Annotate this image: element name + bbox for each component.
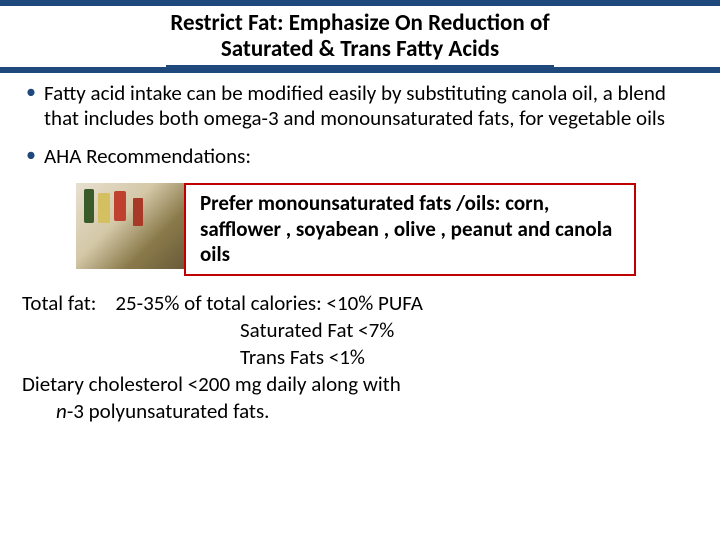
title-line-1: Restrict Fat: Emphasize On Reduction of — [170, 9, 549, 37]
slide-title: Restrict Fat: Emphasize On Reduction of … — [166, 10, 553, 67]
totals-line-5: n-3 polyunsaturated fats. — [22, 398, 700, 425]
content-area: Fatty acid intake can be modified easily… — [0, 73, 720, 425]
totals-line-4: Dietary cholesterol <200 mg daily along … — [22, 371, 700, 398]
totals-block: Total fat: 25-35% of total calories: <10… — [20, 290, 700, 424]
title-container: Restrict Fat: Emphasize On Reduction of … — [0, 6, 720, 67]
n3-italic: n — [56, 398, 67, 424]
callout-row: Prefer monounsaturated fats /oils: corn,… — [76, 183, 636, 276]
bullet-item-2: AHA Recommendations: — [20, 144, 700, 169]
title-line-2: Saturated & Trans Fatty Acids — [221, 35, 499, 63]
totals-line-1: Total fat: 25-35% of total calories: <10… — [22, 290, 700, 317]
healthy-oils-image — [76, 183, 184, 269]
n3-rest: -3 polyunsaturated fats. — [67, 398, 270, 424]
bullet-list: Fatty acid intake can be modified easily… — [20, 81, 700, 169]
totals-line-3: Trans Fats <1% — [22, 344, 700, 371]
callout-box: Prefer monounsaturated fats /oils: corn,… — [184, 183, 636, 276]
header-bar: Restrict Fat: Emphasize On Reduction of … — [0, 0, 720, 73]
bullet-item-1: Fatty acid intake can be modified easily… — [20, 81, 700, 131]
totals-line-2: Saturated Fat <7% — [22, 317, 700, 344]
